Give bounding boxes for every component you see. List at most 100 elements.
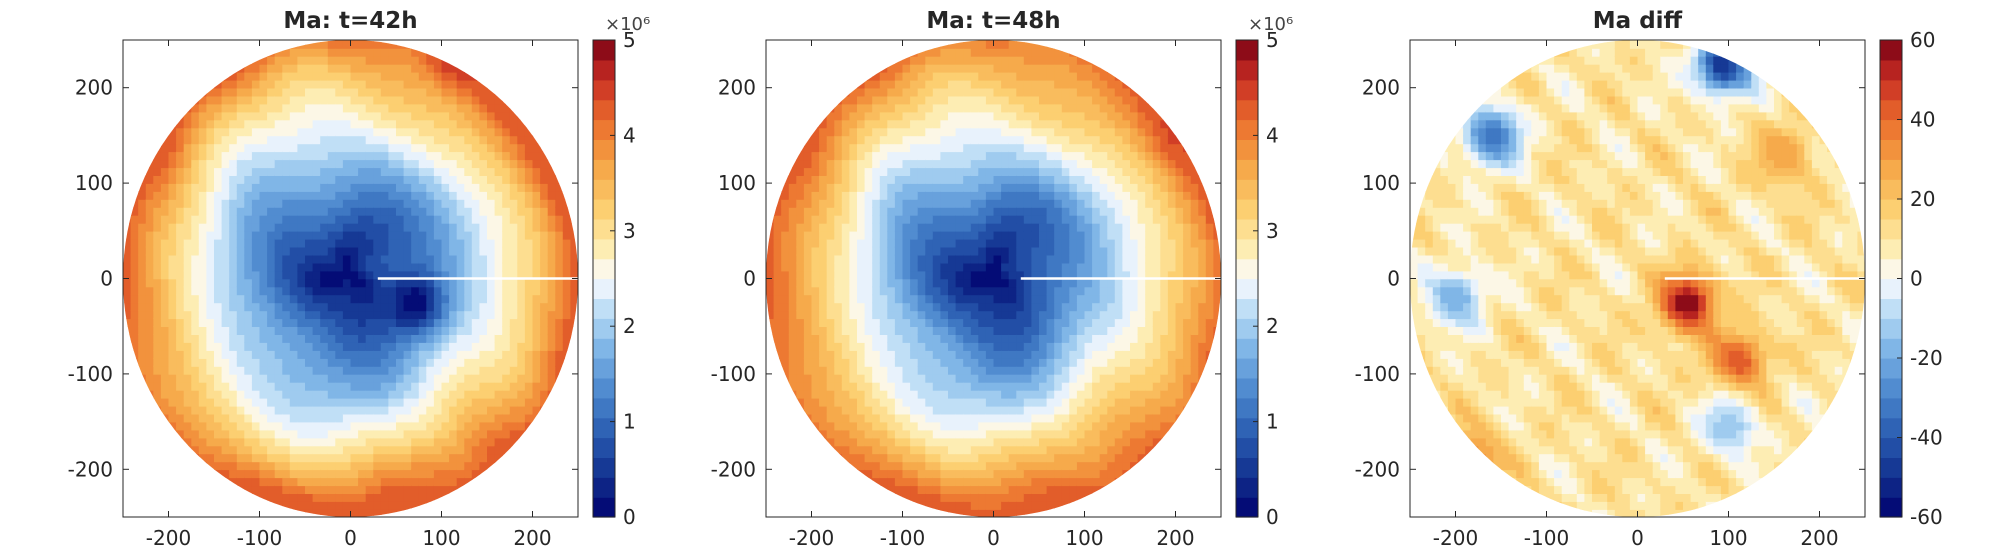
- colorbar-band: [593, 119, 615, 140]
- heat-cell: [864, 302, 873, 312]
- heat-cell: [464, 246, 473, 256]
- heat-cell: [479, 127, 488, 137]
- heat-cell: [358, 143, 367, 153]
- heat-cell: [441, 485, 450, 494]
- heat-cell: [487, 270, 496, 280]
- heat-cell: [1054, 199, 1063, 208]
- heat-cell: [509, 111, 519, 121]
- heat-cell: [925, 310, 934, 320]
- heat-cell: [282, 87, 291, 97]
- heat-cell: [206, 326, 215, 335]
- heat-cell: [388, 270, 397, 280]
- heat-cell: [494, 429, 503, 439]
- heat-cell: [168, 373, 177, 383]
- heat-cell: [433, 87, 443, 97]
- heat-cell: [418, 365, 428, 375]
- heat-cell: [811, 302, 820, 312]
- heat-cell: [456, 87, 466, 97]
- heat-cell: [1001, 342, 1010, 351]
- heat-cell: [342, 429, 352, 439]
- heat-cell: [305, 47, 314, 57]
- heat-cell: [403, 278, 412, 288]
- heat-cell: [358, 501, 367, 510]
- heat-cell: [297, 63, 306, 73]
- heat-cell: [872, 342, 881, 351]
- heat-cell: [471, 437, 481, 447]
- heat-cell: [1054, 501, 1063, 510]
- heat-cell: [887, 429, 896, 439]
- heat-cell: [532, 191, 541, 200]
- colorbar-band: [593, 99, 615, 121]
- heat-cell: [803, 135, 813, 145]
- heat-cell: [297, 413, 306, 423]
- heat-cell: [449, 373, 458, 383]
- heat-cell: [365, 262, 375, 272]
- heat-cell: [456, 469, 466, 479]
- heat-cell: [517, 326, 526, 335]
- heat-cell: [267, 477, 276, 487]
- heat-cell: [841, 421, 851, 431]
- heat-cell: [902, 167, 911, 176]
- heat-cell: [932, 159, 942, 169]
- heat-cell: [297, 151, 306, 161]
- heat-cell: [917, 103, 927, 113]
- heat-cell: [176, 222, 185, 232]
- heat-cell: [773, 254, 782, 264]
- heat-cell: [773, 310, 782, 320]
- heat-cell: [970, 246, 980, 256]
- heat-cell: [449, 238, 458, 248]
- heat-cell: [320, 47, 329, 57]
- heat-cell: [517, 270, 526, 280]
- heat-cell: [471, 151, 481, 161]
- colorbar-band: [593, 318, 615, 339]
- heat-cell: [1016, 143, 1025, 153]
- heat-cell: [788, 191, 798, 200]
- heat-cell: [380, 429, 390, 439]
- heat-cell: [917, 254, 927, 264]
- heat-cell: [788, 270, 798, 280]
- heat-cell: [464, 183, 473, 192]
- heat-cell: [206, 389, 215, 399]
- heat-cell: [819, 373, 828, 383]
- heat-cell: [191, 175, 200, 184]
- heat-cell: [191, 119, 200, 129]
- heat-cell: [1001, 413, 1010, 423]
- heat-cell: [1046, 509, 1055, 517]
- heat-cell: [494, 191, 503, 200]
- heat-cell: [320, 453, 329, 463]
- heat-cell: [274, 199, 284, 208]
- heat-cell: [788, 246, 798, 256]
- heat-cell: [145, 373, 155, 383]
- heat-cell: [289, 167, 299, 176]
- heat-cell: [282, 445, 291, 455]
- heat-cell: [517, 373, 526, 383]
- heat-cell: [244, 294, 253, 304]
- heat-cell: [1054, 183, 1063, 192]
- heat-cell: [509, 151, 519, 161]
- heat-cell: [160, 318, 170, 327]
- heat-cell: [1031, 278, 1040, 288]
- heat-cell: [894, 381, 904, 391]
- heat-cell: [191, 334, 200, 343]
- heat-cell: [788, 230, 798, 240]
- heat-cell: [1016, 135, 1025, 145]
- heat-cell: [955, 206, 964, 216]
- heat-cell: [887, 79, 896, 89]
- heat-cell: [214, 373, 223, 383]
- heat-cell: [555, 230, 564, 240]
- heat-cell: [267, 405, 276, 415]
- heat-cell: [191, 437, 200, 447]
- heat-cell: [788, 286, 798, 296]
- heat-cell: [540, 167, 549, 176]
- heat-cell: [1054, 214, 1063, 224]
- heat-cell: [985, 191, 995, 200]
- heat-cell: [1039, 350, 1048, 359]
- heat-cell: [1054, 63, 1063, 73]
- heat-cell: [160, 270, 170, 280]
- heat-cell: [902, 326, 911, 335]
- heat-cell: [221, 103, 230, 113]
- heat-cell: [342, 222, 352, 232]
- heat-cell: [479, 373, 488, 383]
- heat-cell: [509, 278, 519, 288]
- heat-cell: [1016, 206, 1025, 216]
